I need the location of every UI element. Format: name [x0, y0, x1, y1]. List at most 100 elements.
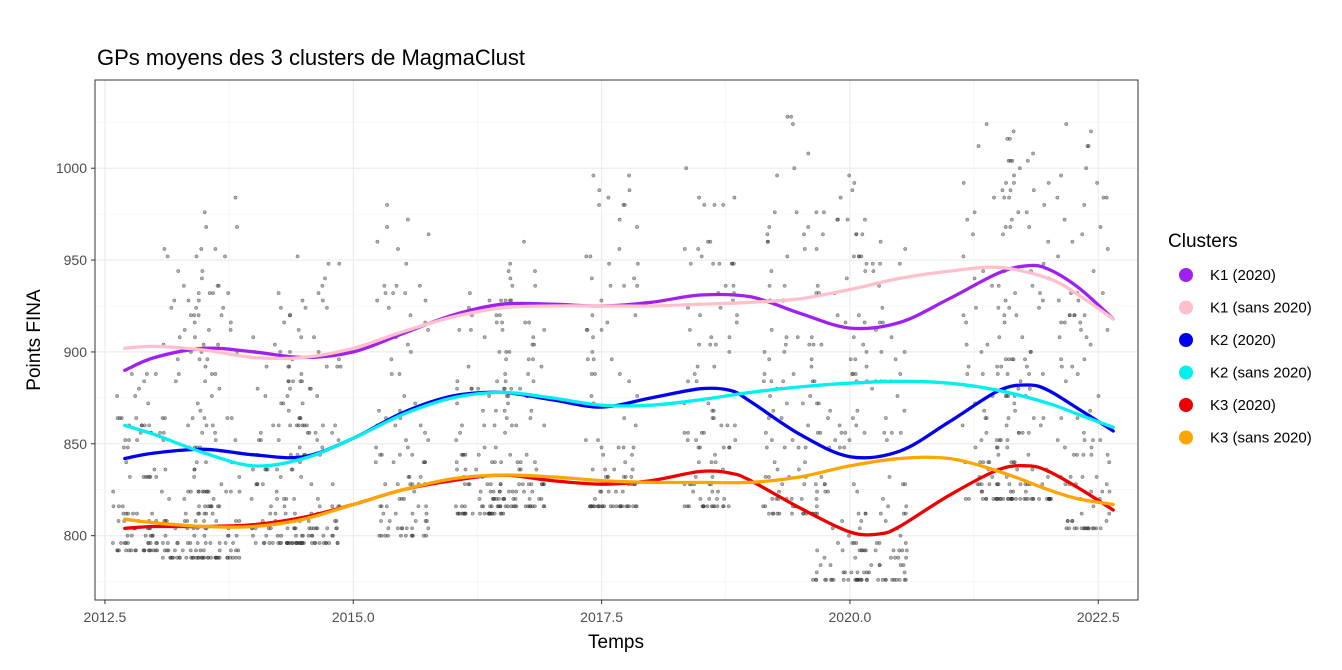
data-point [1084, 335, 1089, 340]
data-point [533, 269, 537, 273]
series-lines [123, 263, 1115, 537]
data-point [631, 504, 635, 509]
data-point [782, 283, 787, 288]
data-point [1041, 416, 1046, 420]
data-point [194, 460, 199, 465]
data-point [115, 394, 120, 398]
data-point [276, 438, 281, 442]
data-point [223, 541, 228, 545]
data-point [524, 452, 529, 457]
data-point [498, 482, 503, 487]
data-point [508, 261, 513, 266]
data-point [144, 372, 149, 376]
data-point [843, 570, 847, 575]
data-point [513, 496, 518, 501]
data-point [614, 504, 619, 509]
data-point [1055, 195, 1060, 200]
legend-label: K3 (2020) [1210, 397, 1276, 414]
data-point [965, 217, 970, 222]
data-point [822, 555, 827, 560]
data-point [219, 482, 224, 487]
data-point [417, 283, 422, 288]
data-point [625, 504, 630, 509]
data-point [209, 394, 214, 398]
data-point [494, 320, 499, 325]
data-point [160, 555, 165, 560]
data-point [876, 577, 880, 582]
data-point [819, 342, 824, 347]
data-point [833, 438, 838, 442]
data-point [119, 541, 123, 545]
data-point [282, 320, 287, 325]
data-point [635, 283, 640, 288]
data-point [1008, 188, 1013, 193]
data-point [402, 496, 406, 501]
data-point [1014, 313, 1019, 318]
data-point [1070, 364, 1075, 369]
data-point [846, 577, 851, 582]
data-point [864, 548, 868, 553]
x-tick-label: 2020.0 [829, 609, 872, 625]
data-point [504, 357, 508, 362]
data-point [1029, 349, 1033, 354]
data-point [779, 416, 784, 420]
data-point [721, 504, 726, 509]
data-point [762, 349, 767, 354]
data-point [134, 416, 139, 420]
legend-title: Clusters [1168, 231, 1238, 252]
data-point [588, 254, 593, 259]
data-point [718, 305, 723, 310]
data-point [785, 114, 790, 119]
data-point [192, 313, 197, 318]
data-point [859, 548, 864, 553]
data-point [1025, 364, 1029, 369]
data-point [1072, 452, 1076, 457]
data-point [321, 541, 326, 545]
data-point [399, 496, 404, 501]
data-point [276, 541, 281, 545]
data-point [984, 122, 989, 127]
data-point [307, 526, 312, 531]
legend-key [1179, 333, 1193, 347]
data-point [980, 489, 984, 494]
data-point [686, 305, 690, 310]
data-point [782, 445, 787, 450]
data-point [698, 445, 702, 450]
data-point [293, 526, 298, 531]
data-point [470, 511, 475, 516]
data-point [127, 438, 131, 442]
data-point [181, 283, 186, 288]
data-point [237, 474, 242, 479]
data-point [1105, 452, 1110, 457]
data-point [806, 151, 811, 156]
data-point [697, 342, 701, 347]
data-point [789, 114, 793, 119]
data-point [127, 474, 132, 479]
data-point [761, 379, 766, 384]
data-point [250, 467, 255, 472]
data-point [794, 210, 799, 215]
data-point [815, 548, 820, 553]
data-point [120, 504, 125, 509]
data-point [457, 327, 462, 332]
data-point [699, 254, 704, 259]
data-point [761, 504, 765, 509]
data-point [780, 482, 785, 487]
data-point [964, 342, 969, 347]
data-point [416, 504, 421, 509]
data-point [981, 460, 986, 465]
data-point [1062, 320, 1067, 325]
data-point [275, 496, 279, 501]
data-point [158, 430, 162, 435]
data-point [857, 548, 862, 553]
data-point [592, 504, 597, 509]
data-point [1082, 202, 1087, 207]
data-point [1037, 305, 1041, 310]
data-point [841, 577, 846, 582]
data-point [996, 283, 1001, 288]
data-point [854, 232, 859, 237]
observation-points [111, 114, 1112, 582]
data-point [116, 519, 121, 523]
data-point [496, 504, 501, 509]
data-point [541, 504, 546, 509]
